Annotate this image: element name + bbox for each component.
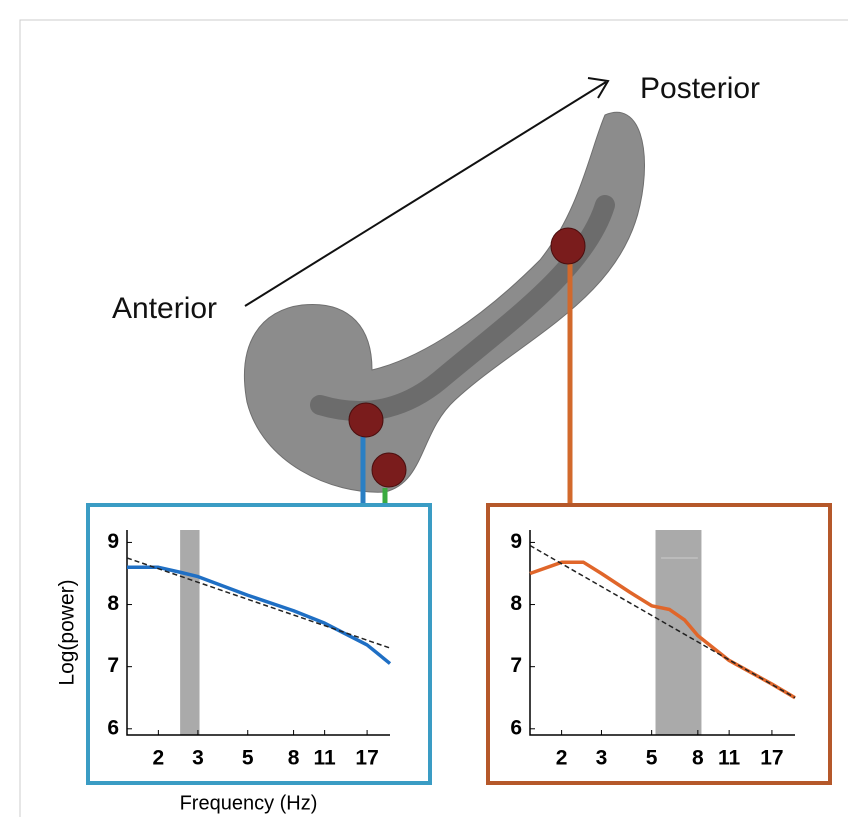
x-tick-label: 11 — [718, 747, 741, 770]
x-tick-label: 17 — [355, 747, 378, 770]
y-axis-label: Log(power) — [56, 579, 79, 685]
x-tick-label: 2 — [153, 747, 165, 770]
fit-line — [127, 558, 390, 648]
x-tick-label: 8 — [692, 747, 704, 770]
x-tick-label: 5 — [646, 747, 658, 770]
x-tick-label: 3 — [596, 747, 608, 770]
figure: Posterior Anterior 6 7 8 9 2 3 5 8 11 17 Log(power… — [0, 0, 848, 817]
axes — [127, 530, 390, 735]
y-tick-label: 6 — [510, 716, 522, 739]
x-tick-label: 8 — [288, 747, 300, 770]
y-tick-label: 8 — [107, 592, 119, 615]
spectrum-line — [127, 567, 390, 663]
shaded-band — [180, 530, 199, 735]
x-tick-label: 11 — [314, 747, 337, 770]
y-tick-label: 9 — [107, 530, 119, 553]
y-tick-label: 9 — [510, 530, 522, 553]
y-tick-label: 7 — [107, 654, 119, 677]
y-tick-label: 7 — [510, 654, 522, 677]
hippocampus — [244, 112, 644, 492]
x-tick-label: 3 — [192, 747, 204, 770]
x-axis-label: Frequency (Hz) — [180, 792, 318, 814]
anterior-label: Anterior — [112, 292, 217, 325]
electrode — [551, 228, 585, 264]
posterior-label: Posterior — [640, 72, 760, 105]
x-tick-label: 17 — [760, 747, 783, 770]
y-tick-label: 8 — [510, 592, 522, 615]
electrode — [349, 403, 383, 437]
page: Posterior Anterior 6 7 8 9 2 3 5 8 11 17 Log(power… — [0, 0, 848, 817]
electrode — [372, 453, 406, 487]
y-tick-label: 6 — [107, 716, 119, 739]
x-tick-label: 5 — [242, 747, 254, 770]
x-tick-label: 2 — [556, 747, 568, 770]
